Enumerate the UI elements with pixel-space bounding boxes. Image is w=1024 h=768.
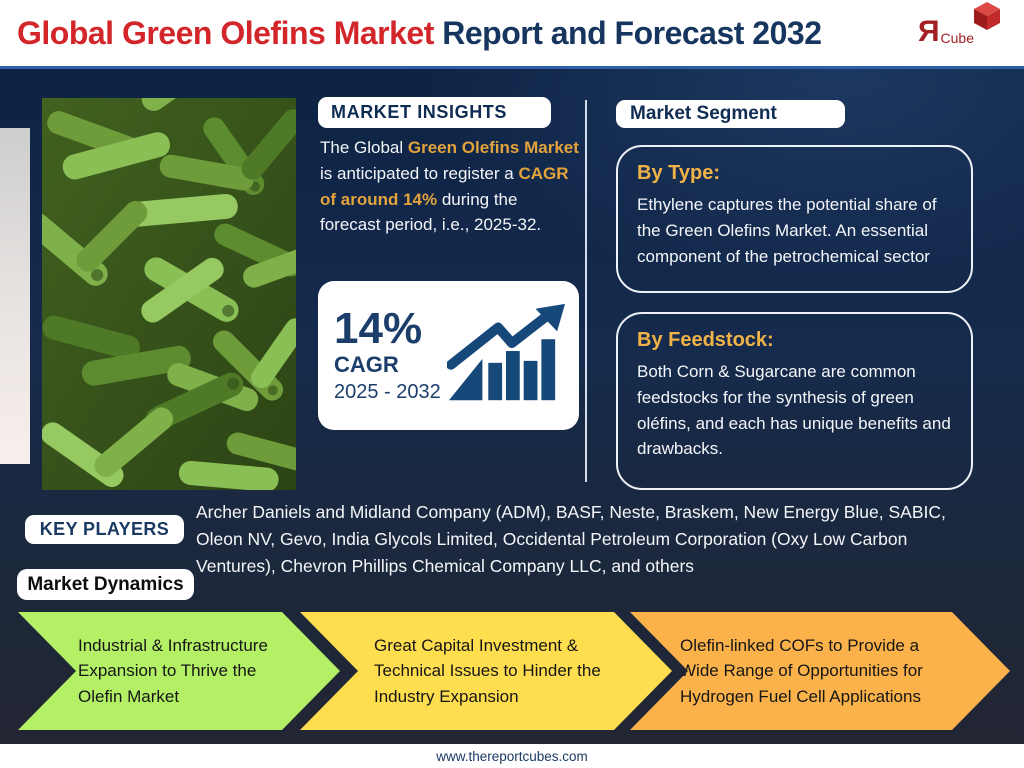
cagr-period: 2025 - 2032 <box>334 380 441 403</box>
header: Global Green Olefins Market Report and F… <box>0 0 1024 66</box>
opportunity-arrow-text: Olefin-linked COFs to Provide a Wide Ran… <box>680 635 923 706</box>
key-players-heading: KEY PLAYERS <box>25 515 184 544</box>
market-dynamics-arrows: Industrial & Infrastructure Expansion to… <box>0 612 1024 730</box>
footer-link[interactable]: www.thereportcubes.com <box>436 748 588 764</box>
opportunity-arrow: Olefin-linked COFs to Provide a Wide Ran… <box>630 612 1010 730</box>
footer: www.thereportcubes.com <box>0 744 1024 768</box>
logo-text: Cube <box>940 30 974 46</box>
page-title: Global Green Olefins Market Report and F… <box>17 14 822 52</box>
market-insights-heading: MARKET INSIGHTS <box>318 97 551 128</box>
cagr-card: 14% CAGR 2025 - 2032 <box>318 281 579 430</box>
rising-bar-chart-icon <box>445 303 565 408</box>
green-beans-image <box>42 98 296 490</box>
company-logo: Я Cube <box>917 2 1000 48</box>
column-divider <box>585 100 587 482</box>
page-title-market: Global Green Olefins Market <box>17 14 434 51</box>
by-type-heading: By Type: <box>637 162 720 184</box>
cagr-text-block: 14% CAGR 2025 - 2032 <box>334 306 441 405</box>
by-feedstock-card: By Feedstock: Both Corn & Sugarcane are … <box>616 312 973 490</box>
market-segment-heading: Market Segment <box>616 100 845 128</box>
page-title-report: Report and Forecast 2032 <box>433 14 822 51</box>
header-divider <box>0 66 1024 69</box>
cagr-label: CAGR <box>334 352 399 378</box>
red-cube-icon <box>974 2 1000 35</box>
cagr-value: 14% <box>334 304 423 354</box>
driver-arrow: Industrial & Infrastructure Expansion to… <box>18 612 340 730</box>
restraint-arrow-text: Great Capital Investment & Technical Iss… <box>374 635 601 706</box>
by-feedstock-heading: By Feedstock: <box>637 329 774 351</box>
left-decorative-strip <box>0 128 30 464</box>
restraint-arrow: Great Capital Investment & Technical Iss… <box>300 612 672 730</box>
by-type-body: Ethylene captures the potential share of… <box>637 195 937 266</box>
key-players-text: Archer Daniels and Midland Company (ADM)… <box>196 502 946 577</box>
logo-letter: Я <box>917 15 940 48</box>
by-type-card: By Type: Ethylene captures the potential… <box>616 145 973 293</box>
by-feedstock-body: Both Corn & Sugarcane are common feedsto… <box>637 362 951 459</box>
main-content: MARKET INSIGHTS The Global Green Olefins… <box>0 69 1024 744</box>
market-dynamics-heading: Market Dynamics <box>17 569 194 600</box>
driver-arrow-text: Industrial & Infrastructure Expansion to… <box>78 635 268 706</box>
insights-paragraph: The Global Green Olefins Market is antic… <box>320 138 579 235</box>
